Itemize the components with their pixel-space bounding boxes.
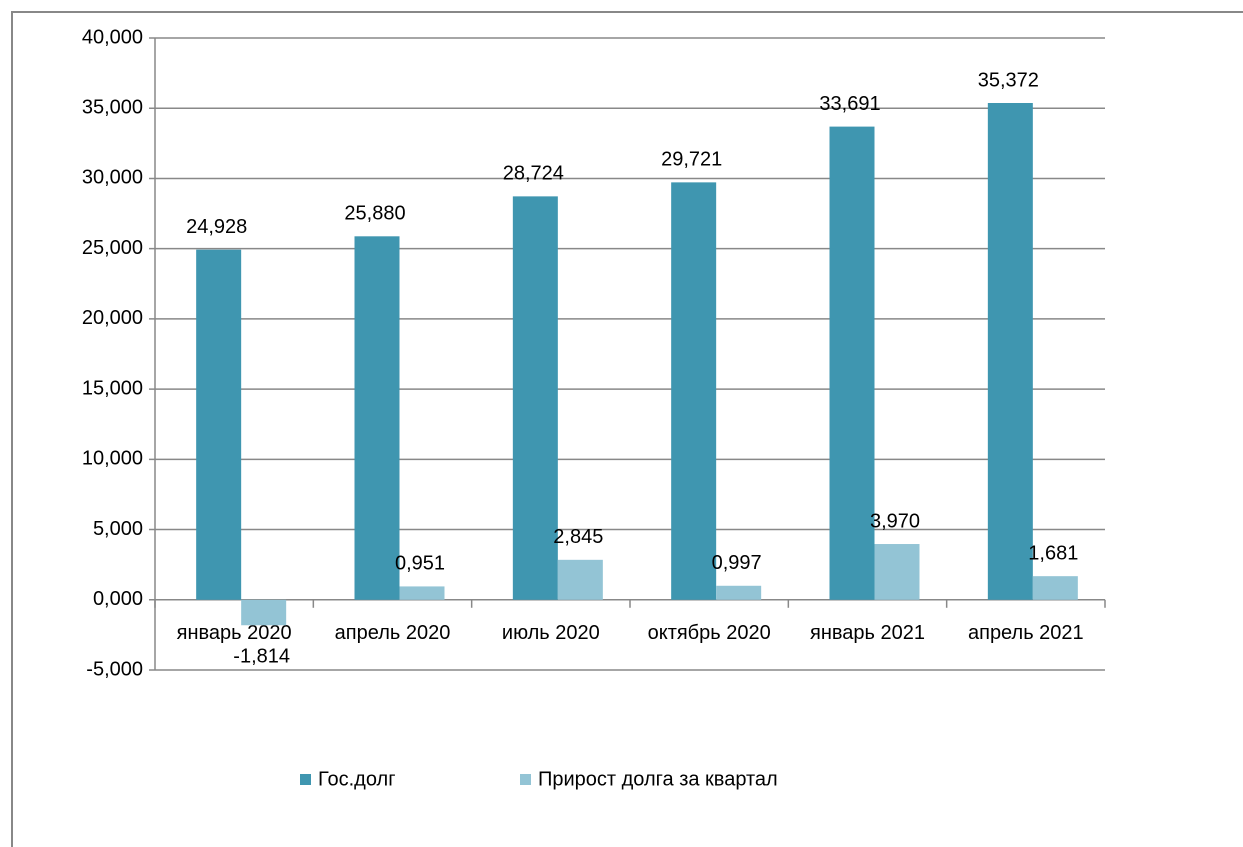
- bar: [196, 249, 242, 600]
- bar: [512, 196, 558, 600]
- bar: [874, 544, 920, 600]
- chart-frame: [11, 11, 1243, 847]
- data-label: 1,681: [1028, 542, 1078, 564]
- data-label: -1,814: [233, 646, 290, 668]
- data-label: 3,970: [870, 510, 920, 532]
- y-tick-label: -5,000: [86, 658, 143, 680]
- bar: [716, 585, 762, 600]
- bar: [829, 126, 875, 600]
- x-tick-label: январь 2020: [177, 622, 292, 644]
- legend-swatch: [520, 774, 531, 785]
- data-label: 29,721: [661, 149, 722, 171]
- bar: [354, 236, 400, 600]
- data-label: 2,845: [553, 526, 603, 548]
- data-label: 28,724: [503, 163, 564, 185]
- data-label: 24,928: [186, 216, 247, 238]
- data-label: 0,997: [712, 552, 762, 574]
- y-tick-label: 15,000: [82, 377, 143, 399]
- data-label: 0,951: [395, 553, 445, 575]
- x-tick-label: апрель 2020: [335, 622, 451, 644]
- data-label: 25,880: [344, 203, 405, 225]
- bar: [399, 586, 445, 600]
- legend-swatch: [300, 774, 311, 785]
- y-tick-label: 5,000: [93, 518, 143, 540]
- y-tick-label: 20,000: [82, 307, 143, 329]
- x-tick-label: октябрь 2020: [648, 622, 771, 644]
- bar: [557, 559, 603, 600]
- y-tick-label: 25,000: [82, 237, 143, 259]
- x-tick-label: июль 2020: [502, 622, 600, 644]
- bar: [241, 599, 287, 626]
- x-tick-label: апрель 2021: [968, 622, 1084, 644]
- bar: [1032, 576, 1078, 600]
- bar: [671, 182, 717, 600]
- y-tick-label: 30,000: [82, 167, 143, 189]
- y-tick-label: 0,000: [93, 588, 143, 610]
- bar: [987, 102, 1033, 600]
- y-tick-label: 35,000: [82, 97, 143, 119]
- data-label: 33,691: [819, 93, 880, 115]
- x-tick-label: январь 2021: [810, 622, 925, 644]
- legend-label: Прирост долга за квартал: [538, 768, 778, 790]
- y-tick-label: 10,000: [82, 448, 143, 470]
- legend-label: Гос.долг: [318, 768, 396, 790]
- y-tick-label: 40,000: [82, 26, 143, 48]
- data-label: 35,372: [978, 69, 1039, 91]
